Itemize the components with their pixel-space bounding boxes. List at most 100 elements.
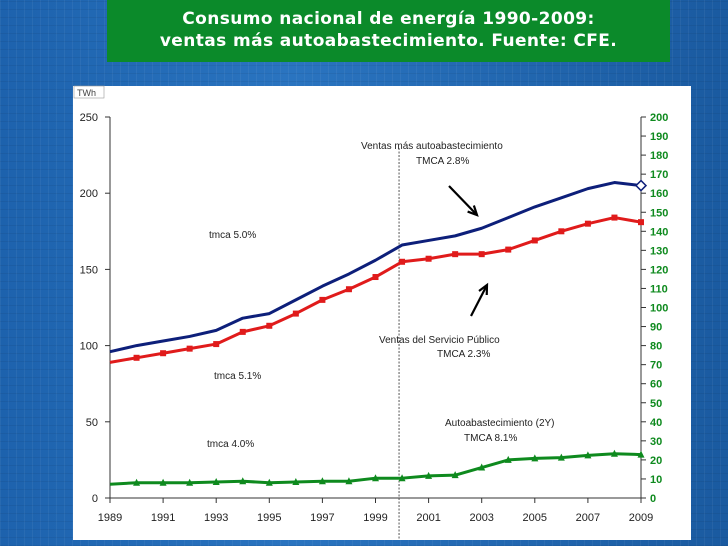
series-point-publico xyxy=(558,228,565,235)
slide-title: Consumo nacional de energía 1990-2009: v… xyxy=(107,0,670,62)
series-point-publico xyxy=(213,341,220,348)
right-tick-label: 200 xyxy=(650,112,668,124)
series-point-auto xyxy=(478,463,486,471)
series-point-auto xyxy=(292,477,300,485)
title-line-2: ventas más autoabastecimiento. Fuente: C… xyxy=(159,31,618,51)
annotation-autoabastecimiento-tmca: TMCA 8.1% xyxy=(464,433,517,444)
annotation-ventas-auto: Ventas más autoabastecimiento xyxy=(361,141,503,152)
series-point-auto xyxy=(557,453,565,461)
series-point-publico xyxy=(505,246,512,253)
x-tick-label: 1991 xyxy=(151,512,175,524)
right-tick-label: 190 xyxy=(650,131,668,143)
series-point-publico xyxy=(266,322,273,329)
arrow-up-to-publico-head xyxy=(478,282,489,296)
right-tick-label: 10 xyxy=(650,474,662,486)
x-tick-label: 2005 xyxy=(523,512,547,524)
annotation-tmca-5-0: tmca 5.0% xyxy=(209,230,256,241)
series-point-auto xyxy=(637,450,645,458)
left-tick-label: 150 xyxy=(80,264,98,276)
series-point-auto xyxy=(239,477,247,485)
arrow-up-to-publico-shaft xyxy=(470,284,488,317)
series-point-publico xyxy=(425,255,432,262)
series-point-publico xyxy=(638,219,644,226)
right-tick-label: 0 xyxy=(650,493,656,505)
series-point-auto xyxy=(504,455,512,463)
series-line-publico xyxy=(109,216,642,364)
series-point-publico xyxy=(372,274,379,281)
series-point-auto xyxy=(159,478,167,486)
series-point-auto xyxy=(398,474,406,482)
right-tick-label: 20 xyxy=(650,455,662,467)
right-tick-label: 130 xyxy=(650,245,668,257)
series-point-publico xyxy=(584,220,591,227)
left-tick-label: 250 xyxy=(80,112,98,124)
series-point-publico xyxy=(239,328,246,335)
right-tick-label: 70 xyxy=(650,360,662,372)
annotation-tmca-5-1: tmca 5.1% xyxy=(214,371,261,382)
series-point-auto xyxy=(610,449,618,457)
annotation-servicio-publico-tmca: TMCA 2.3% xyxy=(437,349,490,360)
series-point-auto xyxy=(133,478,141,486)
right-tick-label: 90 xyxy=(650,322,662,334)
series-point-auto xyxy=(186,478,194,486)
left-tick-label: 100 xyxy=(80,341,98,353)
x-tick-label: 1993 xyxy=(204,512,228,524)
annotation-autoabastecimiento: Autoabastecimiento (2Y) xyxy=(445,418,555,429)
x-tick-label: 2001 xyxy=(416,512,440,524)
left-tick-label: 200 xyxy=(80,188,98,200)
series-point-auto xyxy=(372,474,379,482)
x-tick-label: 1989 xyxy=(98,512,122,524)
series-point-publico xyxy=(186,345,193,352)
x-tick-label: 1995 xyxy=(257,512,281,524)
series-point-auto xyxy=(265,478,273,486)
series-point-publico xyxy=(292,310,299,317)
series-point-publico xyxy=(399,258,406,265)
arrow-down-to-total-shaft xyxy=(448,185,478,216)
series-point-publico xyxy=(160,350,167,357)
right-tick-label: 50 xyxy=(650,398,662,410)
right-tick-label: 30 xyxy=(650,436,662,448)
series-point-publico xyxy=(478,251,485,258)
x-tick-label: 2009 xyxy=(629,512,653,524)
x-tick-label: 2003 xyxy=(469,512,493,524)
unit-label-box xyxy=(73,85,105,99)
series-point-publico xyxy=(319,296,326,303)
right-tick-label: 180 xyxy=(650,150,668,162)
right-tick-label: 100 xyxy=(650,303,668,315)
left-tick-label: 0 xyxy=(92,493,98,505)
series-point-auto xyxy=(584,451,592,459)
chart-panel xyxy=(73,86,691,540)
series-point-auto xyxy=(425,471,433,479)
series-point-auto xyxy=(318,477,326,485)
right-tick-label: 160 xyxy=(650,188,668,200)
arrow-down-to-total-head xyxy=(467,205,479,217)
right-tick-label: 150 xyxy=(650,207,668,219)
right-tick-label: 140 xyxy=(650,226,668,238)
annotation-servicio-publico: Ventas del Servicio Público xyxy=(379,335,500,346)
x-tick-label: 2007 xyxy=(576,512,600,524)
right-tick-label: 170 xyxy=(650,169,668,181)
unit-label: TWh xyxy=(77,88,96,98)
right-tick-label: 80 xyxy=(650,341,662,353)
series-point-auto xyxy=(212,477,220,485)
annotation-tmca-4-0: tmca 4.0% xyxy=(207,439,254,450)
left-tick-label: 50 xyxy=(86,417,98,429)
series-point-publico xyxy=(345,286,352,293)
annotation-ventas-auto-tmca: TMCA 2.8% xyxy=(416,156,469,167)
series-point-auto xyxy=(345,477,353,485)
series-point-publico xyxy=(133,354,140,361)
right-tick-label: 110 xyxy=(650,283,668,295)
series-point-publico xyxy=(452,251,459,258)
title-line-1: Consumo nacional de energía 1990-2009: xyxy=(182,9,595,29)
series-point-publico xyxy=(531,237,538,244)
right-tick-label: 40 xyxy=(650,417,662,429)
series-point-auto xyxy=(451,471,459,479)
x-tick-label: 1999 xyxy=(363,512,387,524)
right-tick-label: 60 xyxy=(650,379,662,391)
series-end-marker-total xyxy=(634,179,648,192)
x-tick-label: 1997 xyxy=(310,512,334,524)
series-line-total xyxy=(109,181,642,354)
right-tick-label: 120 xyxy=(650,264,668,276)
series-point-auto xyxy=(531,454,539,462)
